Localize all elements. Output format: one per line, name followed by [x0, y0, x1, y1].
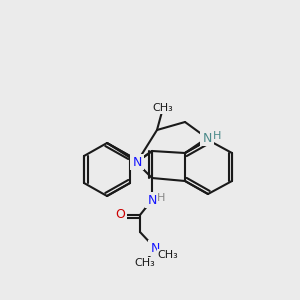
Text: N: N [150, 242, 160, 254]
Text: N: N [132, 155, 142, 169]
Text: N: N [202, 131, 212, 145]
Text: H: H [157, 193, 165, 203]
Text: O: O [115, 208, 125, 221]
Text: CH₃: CH₃ [153, 103, 173, 113]
Text: N: N [147, 194, 157, 206]
Text: H: H [213, 131, 221, 141]
Text: CH₃: CH₃ [158, 250, 178, 260]
Text: CH₃: CH₃ [135, 258, 155, 268]
